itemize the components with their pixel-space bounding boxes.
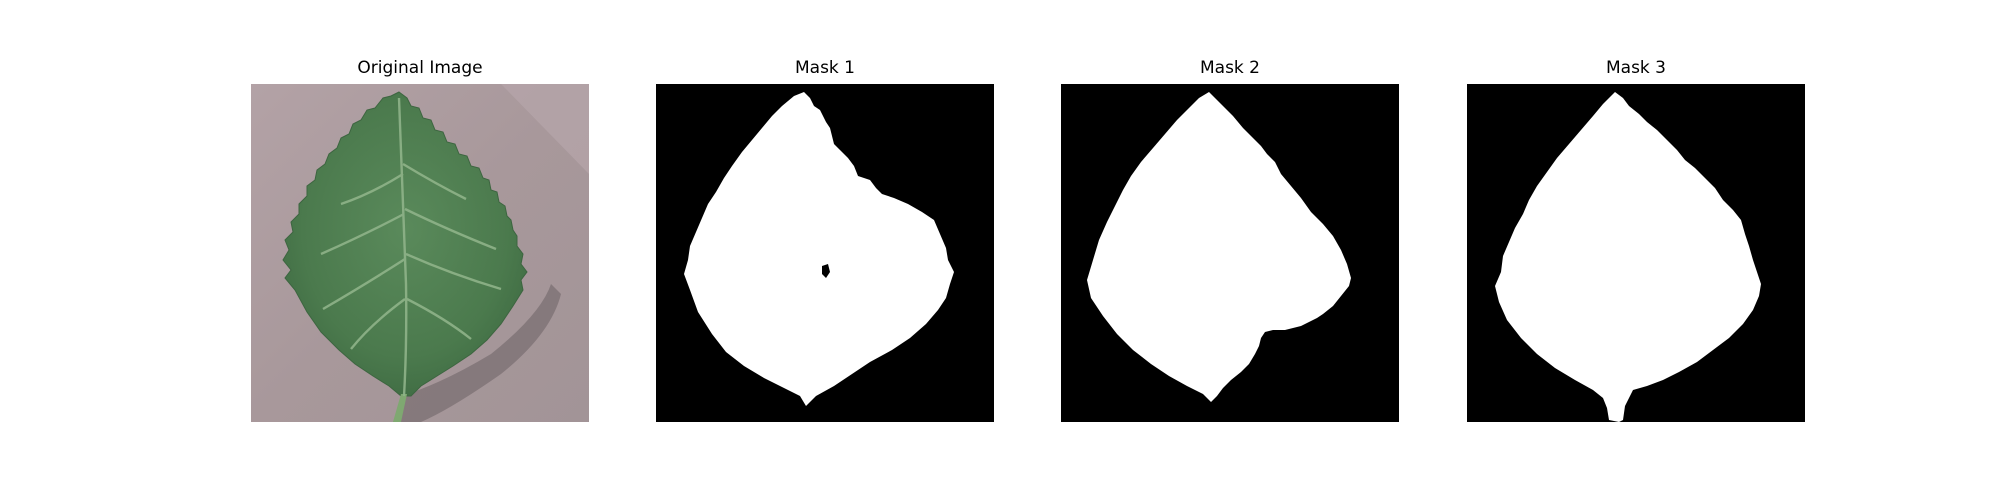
mask-3-image xyxy=(1467,84,1805,422)
mask-2-region xyxy=(1087,92,1351,402)
leaf-stem xyxy=(393,394,407,422)
mask-1-hole xyxy=(822,264,830,278)
leaf-veins xyxy=(320,97,502,397)
panel-title-original: Original Image xyxy=(357,58,483,78)
panel-title-mask-3: Mask 3 xyxy=(1605,58,1666,78)
original-image xyxy=(251,84,589,422)
leaf-shadow xyxy=(401,284,561,422)
surface-highlight xyxy=(501,84,589,174)
mask-3-region xyxy=(1495,92,1761,422)
mask-2-image xyxy=(1061,84,1399,422)
panel-title-mask-1: Mask 1 xyxy=(794,58,855,78)
panel-title-mask-2: Mask 2 xyxy=(1199,58,1260,78)
mask-1-region xyxy=(684,92,954,406)
mask-1-image xyxy=(656,84,994,422)
